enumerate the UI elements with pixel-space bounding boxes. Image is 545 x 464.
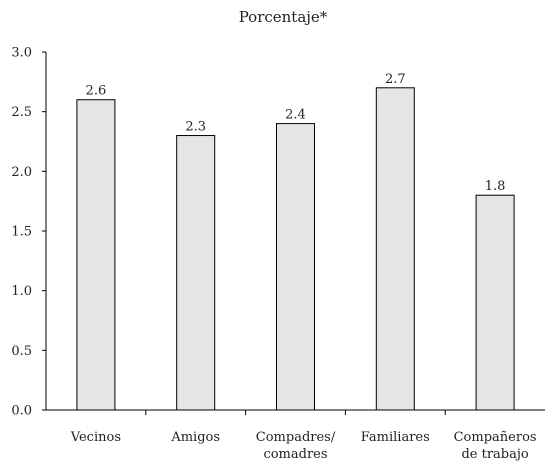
bar-value-label: 2.3: [185, 120, 206, 135]
category-label: comadres: [263, 447, 327, 462]
bar: [176, 135, 216, 411]
bar-value-label: 2.6: [86, 84, 107, 99]
bar-value-label: 1.8: [485, 179, 506, 194]
y-tick-label: 2.0: [11, 165, 32, 180]
y-tick-label: 0.0: [11, 404, 32, 419]
category-label: Amigos: [170, 430, 220, 445]
y-axis: 0.0 0.5 1.0 1.5 2.0 2.5 3.0: [11, 46, 47, 419]
bars-group: 2.6 2.3 2.4 2.7 1.8: [76, 72, 515, 411]
category-label: Compadres/: [256, 430, 336, 445]
category-label: Vecinos: [70, 430, 121, 445]
bar-value-label: 2.4: [285, 108, 306, 123]
y-tick-label: 1.5: [11, 225, 32, 240]
y-tick-label: 2.5: [11, 105, 32, 120]
category-label: Compañeros: [454, 430, 537, 445]
y-tick-label: 1.0: [11, 284, 32, 299]
category-label: Familiares: [361, 430, 430, 445]
y-tick-label: 3.0: [11, 46, 32, 61]
bar: [375, 87, 415, 411]
bar-value-label: 2.7: [385, 72, 406, 87]
bar: [276, 123, 315, 411]
category-label: de trabajo: [461, 447, 528, 462]
bar: [475, 194, 515, 411]
x-axis: Vecinos Amigos Compadres/comadres Familiare…: [46, 409, 545, 462]
chart-title: Porcentaje*: [239, 8, 328, 26]
y-tick-label: 0.5: [11, 344, 32, 359]
bar: [76, 99, 116, 411]
